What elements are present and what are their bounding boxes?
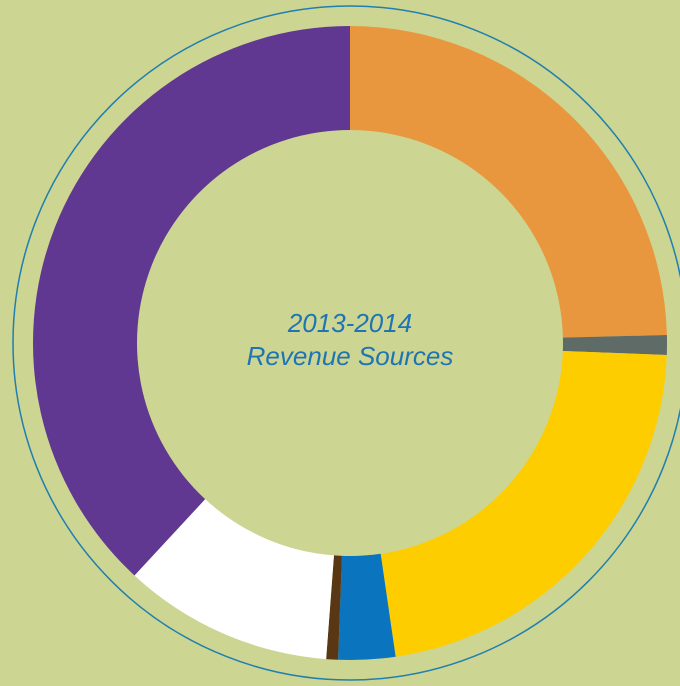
donut-slice [562, 335, 667, 355]
donut-slice [32, 26, 350, 576]
chart-title: 2013-2014 [287, 308, 412, 338]
donut [12, 5, 680, 681]
donut-slice [338, 553, 396, 661]
donut-slice [326, 555, 342, 660]
donut-slice [350, 26, 667, 338]
outer-ring [12, 5, 680, 681]
donut-slice [380, 351, 667, 657]
chart-subtitle: Revenue Sources [247, 341, 454, 371]
donut-slice [134, 499, 334, 660]
